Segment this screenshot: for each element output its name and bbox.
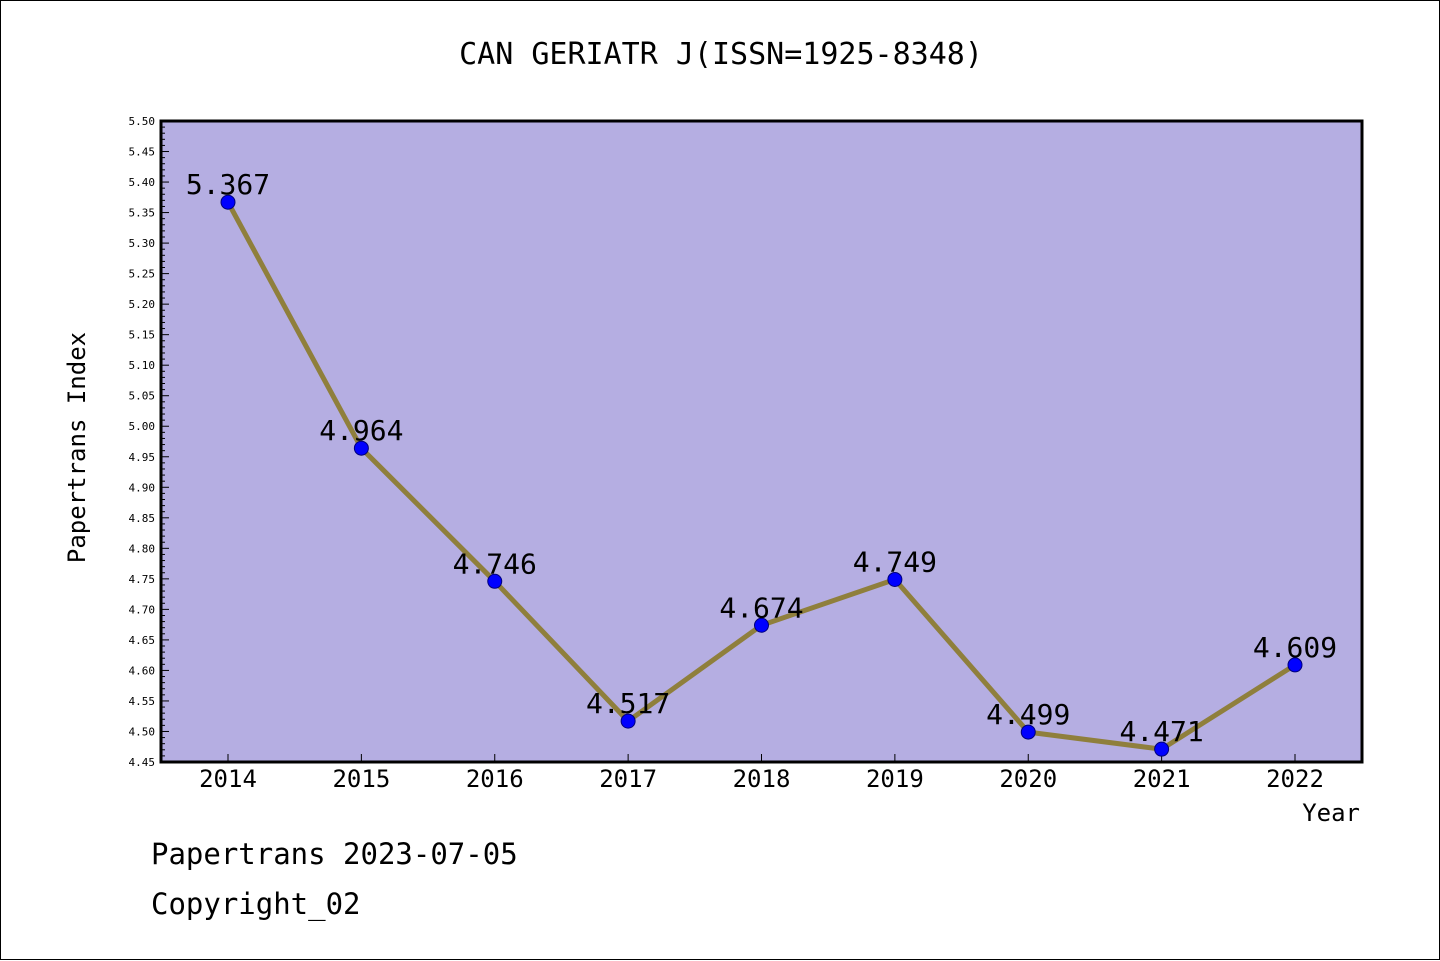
y-tick-label: 4.85 bbox=[129, 512, 156, 525]
y-tick-label: 5.05 bbox=[129, 390, 156, 403]
y-tick-label: 5.15 bbox=[129, 329, 156, 342]
y-tick-label: 4.70 bbox=[129, 603, 156, 616]
footer-date-text: Papertrans 2023-07-05 bbox=[151, 837, 518, 871]
y-tick-label: 5.35 bbox=[129, 207, 156, 220]
y-tick-label: 5.00 bbox=[129, 420, 156, 433]
data-point bbox=[887, 571, 903, 587]
data-point bbox=[1154, 741, 1170, 757]
x-tick-label: 2018 bbox=[733, 765, 791, 793]
y-tick-label: 5.45 bbox=[129, 146, 156, 159]
data-label: 4.517 bbox=[586, 687, 670, 720]
data-label: 4.749 bbox=[853, 545, 937, 578]
footer-copyright-text: Copyright_02 bbox=[151, 887, 361, 921]
chart-title: CAN GERIATR J(ISSN=1925-8348) bbox=[459, 37, 983, 72]
y-tick-label: 4.80 bbox=[129, 542, 156, 555]
x-tick-label: 2014 bbox=[199, 765, 257, 793]
y-tick-label: 4.75 bbox=[129, 573, 156, 586]
y-tick-label: 5.25 bbox=[129, 268, 156, 281]
data-point bbox=[620, 713, 636, 729]
y-tick-label: 4.65 bbox=[129, 634, 156, 647]
data-label: 5.367 bbox=[186, 168, 270, 201]
data-label: 4.609 bbox=[1253, 631, 1337, 664]
y-axis-label: Papertrans Index bbox=[63, 332, 91, 563]
x-tick-label: 2016 bbox=[466, 765, 524, 793]
data-label: 4.964 bbox=[319, 414, 403, 447]
y-tick-label: 4.50 bbox=[129, 725, 156, 738]
y-tick-label: 4.55 bbox=[129, 695, 156, 708]
y-tick-label: 4.60 bbox=[129, 664, 156, 677]
y-tick-label: 4.90 bbox=[129, 481, 156, 494]
data-point bbox=[353, 440, 369, 456]
data-label: 4.471 bbox=[1119, 715, 1203, 748]
data-label: 4.746 bbox=[453, 547, 537, 580]
y-tick-label: 4.45 bbox=[129, 756, 156, 769]
y-tick-label: 5.30 bbox=[129, 237, 156, 250]
x-tick-label: 2020 bbox=[999, 765, 1057, 793]
y-tick-label: 5.50 bbox=[129, 115, 156, 128]
x-tick-label: 2017 bbox=[599, 765, 657, 793]
data-point bbox=[487, 573, 503, 589]
data-point bbox=[220, 194, 236, 210]
x-tick-label: 2021 bbox=[1133, 765, 1191, 793]
y-tick-label: 5.10 bbox=[129, 359, 156, 372]
x-axis-label: Year bbox=[1302, 799, 1360, 827]
plot-border bbox=[159, 119, 1364, 764]
x-tick-label: 2019 bbox=[866, 765, 924, 793]
y-tick-label: 5.20 bbox=[129, 298, 156, 311]
data-label: 4.674 bbox=[719, 591, 803, 624]
data-point bbox=[1287, 657, 1303, 673]
x-tick-label: 2022 bbox=[1266, 765, 1324, 793]
y-tick-label: 4.95 bbox=[129, 451, 156, 464]
data-point bbox=[1020, 724, 1036, 740]
data-label: 4.499 bbox=[986, 698, 1070, 731]
data-point bbox=[754, 617, 769, 633]
x-tick-label: 2015 bbox=[332, 765, 390, 793]
y-tick-label: 5.40 bbox=[129, 176, 156, 189]
